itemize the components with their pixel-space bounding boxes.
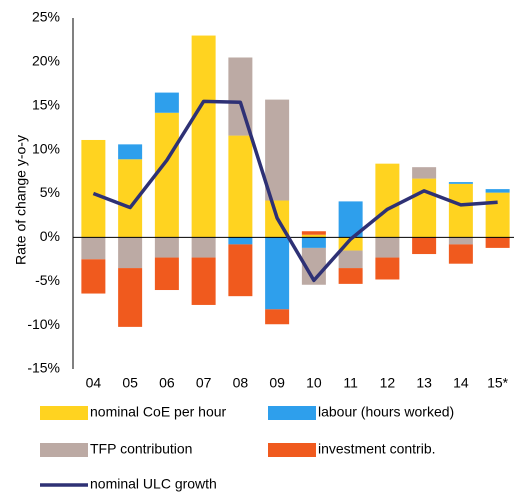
legend-label: nominal CoE per hour	[90, 404, 227, 420]
y-tick-label: -15%	[27, 360, 60, 376]
bar	[448, 182, 473, 184]
bar	[228, 237, 253, 245]
legend-swatch	[40, 406, 88, 420]
bar	[448, 244, 473, 264]
bar	[375, 163, 400, 238]
legend-swatch	[268, 443, 316, 457]
bar	[448, 183, 473, 238]
legend-label: nominal ULC growth	[90, 476, 217, 492]
bar	[265, 99, 290, 201]
x-tick-label: 04	[86, 375, 102, 391]
bar	[375, 237, 400, 258]
x-tick-label: 12	[380, 375, 396, 391]
bar	[154, 237, 179, 258]
legend-swatch	[268, 406, 316, 420]
y-tick-label: -5%	[35, 272, 60, 288]
y-tick-label: 10%	[32, 140, 60, 156]
line	[92, 99, 498, 283]
y-tick-label: 0%	[40, 228, 60, 244]
legend-label: TFP contribution	[90, 441, 192, 457]
x-tick-label: 14	[453, 375, 469, 391]
x-tick-label: 05	[122, 375, 138, 391]
y-tick-label: 5%	[40, 184, 60, 200]
y-tick-label: 25%	[32, 9, 60, 25]
bar	[81, 237, 106, 260]
bar	[154, 92, 179, 113]
x-tick-label: 15*	[487, 375, 509, 391]
x-tick-label: 11	[343, 375, 358, 391]
bar	[301, 231, 326, 235]
y-tick-label: 15%	[32, 96, 60, 112]
bar	[412, 167, 437, 179]
bar	[191, 35, 216, 238]
x-tick-label: 08	[233, 375, 249, 391]
bar	[81, 259, 106, 294]
bar	[448, 237, 473, 245]
bar	[118, 268, 143, 327]
bar	[265, 309, 290, 325]
x-tick-label: 13	[416, 375, 432, 391]
bar	[301, 234, 326, 238]
x-tick-label: 10	[306, 375, 322, 391]
bar	[412, 237, 437, 255]
bar	[375, 257, 400, 280]
legend-swatch	[40, 443, 88, 457]
bar	[118, 237, 143, 269]
bar	[118, 144, 143, 160]
bar	[265, 237, 290, 310]
bar	[228, 244, 253, 297]
x-tick-label: 07	[196, 375, 212, 391]
x-tick-label: 06	[159, 375, 175, 391]
bar	[412, 178, 437, 238]
bar	[81, 139, 106, 238]
bar	[191, 237, 216, 258]
bar	[338, 250, 363, 269]
bar	[154, 257, 179, 291]
legend-label: investment contrib.	[318, 441, 436, 457]
bar	[485, 237, 510, 248]
bar	[485, 192, 510, 238]
y-axis-title: Rate of change y-o-y	[13, 135, 29, 265]
bar	[338, 268, 363, 284]
bar	[301, 237, 326, 248]
bar	[228, 135, 253, 238]
y-tick-label: 20%	[32, 53, 60, 69]
x-tick-label: 09	[269, 375, 285, 391]
y-tick-label: -10%	[27, 316, 60, 332]
bar	[154, 112, 179, 238]
legend-label: labour (hours worked)	[318, 404, 454, 420]
bar	[191, 257, 216, 305]
bar	[485, 189, 510, 193]
